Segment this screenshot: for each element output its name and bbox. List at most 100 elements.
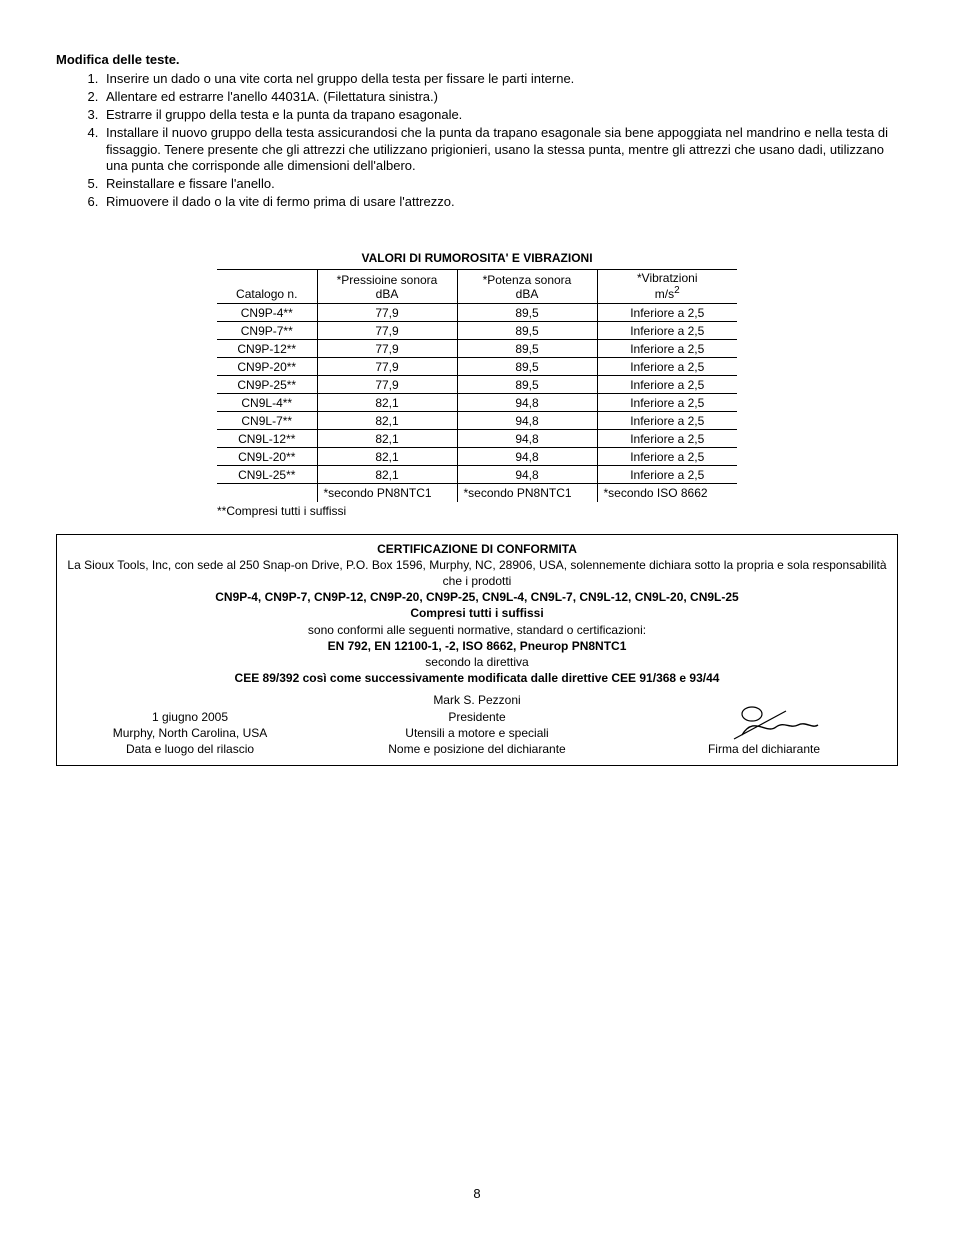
page-number: 8	[0, 1186, 954, 1201]
table-cell: CN9P-7**	[217, 322, 317, 340]
footer-cell	[217, 484, 317, 502]
table-cell: Inferiore a 2,5	[597, 322, 737, 340]
table-cell: 77,9	[317, 376, 457, 394]
table-cell: Inferiore a 2,5	[597, 466, 737, 484]
table-row: CN9P-20**77,989,5Inferiore a 2,5	[217, 358, 737, 376]
signature-label: Firma del dichiarante	[641, 741, 887, 757]
table-cell: CN9L-7**	[217, 412, 317, 430]
table-cell: 77,9	[317, 304, 457, 322]
table-cell: CN9P-12**	[217, 340, 317, 358]
declarant-name: Mark S. Pezzoni	[313, 692, 641, 708]
table-cell: 89,5	[457, 376, 597, 394]
table-cell: 94,8	[457, 394, 597, 412]
table-cell: 77,9	[317, 358, 457, 376]
table-cell: Inferiore a 2,5	[597, 448, 737, 466]
table-row: CN9L-7**82,194,8Inferiore a 2,5	[217, 412, 737, 430]
table-cell: 89,5	[457, 358, 597, 376]
table-cell: 89,5	[457, 304, 597, 322]
cert-standards: EN 792, EN 12100-1, -2, ISO 8662, Pneuro…	[67, 638, 887, 654]
footer-cell: *secondo PN8NTC1	[457, 484, 597, 502]
table-suffix-note: **Compresi tutti i suffissi	[217, 504, 737, 518]
sig-date: 1 giugno 2005	[67, 709, 313, 725]
col-header-line2: Catalogo n.	[236, 287, 297, 301]
table-cell: Inferiore a 2,5	[597, 394, 737, 412]
sig-date-label: Data e luogo del rilascio	[67, 741, 313, 757]
table-cell: CN9L-20**	[217, 448, 317, 466]
declarant-title: Presidente	[313, 709, 641, 725]
table-cell: CN9P-25**	[217, 376, 317, 394]
signature-icon	[694, 705, 834, 745]
list-item: Reinstallare e fissare l'anello.	[102, 176, 898, 193]
cert-directive: CEE 89/392 così come successivamente mod…	[67, 670, 887, 686]
table-cell: 89,5	[457, 340, 597, 358]
list-item: Installare il nuovo gruppo della testa a…	[102, 125, 898, 176]
table-cell: 82,1	[317, 394, 457, 412]
table-cell: CN9L-12**	[217, 430, 317, 448]
col-header-line1: *Pressioine sonora	[337, 273, 438, 287]
footer-cell: *secondo PN8NTC1	[317, 484, 457, 502]
col-header-sup: 2	[674, 285, 680, 296]
col-header-line2: dBA	[516, 287, 539, 301]
table-row: CN9L-12**82,194,8Inferiore a 2,5	[217, 430, 737, 448]
table-cell: Inferiore a 2,5	[597, 412, 737, 430]
col-header-power: *Potenza sonora dBA	[457, 270, 597, 304]
table-cell: Inferiore a 2,5	[597, 340, 737, 358]
table-cell: 94,8	[457, 412, 597, 430]
noise-vibration-table: Catalogo n. *Pressioine sonora dBA *Pote…	[217, 269, 737, 502]
table-cell: 77,9	[317, 340, 457, 358]
col-header-line2: m/s	[655, 287, 674, 301]
table-cell: 94,8	[457, 448, 597, 466]
table-cell: 89,5	[457, 322, 597, 340]
table-row: CN9L-4**82,194,8Inferiore a 2,5	[217, 394, 737, 412]
table-cell: CN9P-4**	[217, 304, 317, 322]
signature-date-place: 1 giugno 2005 Murphy, North Carolina, US…	[67, 709, 313, 758]
footer-cell: *secondo ISO 8662	[597, 484, 737, 502]
table-cell: Inferiore a 2,5	[597, 358, 737, 376]
table-cell: 82,1	[317, 412, 457, 430]
table-cell: 94,8	[457, 430, 597, 448]
signature-declarant: Mark S. Pezzoni Presidente Utensili a mo…	[313, 692, 641, 757]
declarant-role: Utensili a motore e speciali	[313, 725, 641, 741]
table-cell: CN9L-4**	[217, 394, 317, 412]
col-header-line1: *Potenza sonora	[483, 273, 572, 287]
table-row: CN9P-25**77,989,5Inferiore a 2,5	[217, 376, 737, 394]
table-cell: 77,9	[317, 322, 457, 340]
table-cell: CN9P-20**	[217, 358, 317, 376]
cert-products: CN9P-4, CN9P-7, CN9P-12, CN9P-20, CN9P-2…	[67, 589, 887, 605]
table-row: CN9P-7**77,989,5Inferiore a 2,5	[217, 322, 737, 340]
table-cell: 94,8	[457, 466, 597, 484]
list-item: Inserire un dado o una vite corta nel gr…	[102, 71, 898, 88]
col-header-line1: *Vibratzioni	[637, 271, 697, 285]
section-heading: Modifica delle teste.	[56, 52, 898, 67]
table-row: CN9L-20**82,194,8Inferiore a 2,5	[217, 448, 737, 466]
noise-vibration-table-wrapper: Catalogo n. *Pressioine sonora dBA *Pote…	[217, 269, 737, 518]
table-row: CN9L-25**82,194,8Inferiore a 2,5	[217, 466, 737, 484]
instructions-list: Inserire un dado o una vite corta nel gr…	[56, 71, 898, 211]
table-cell: 82,1	[317, 466, 457, 484]
col-header-catalog: Catalogo n.	[217, 270, 317, 304]
list-item: Estrarre il gruppo della testa e la punt…	[102, 107, 898, 124]
declarant-label: Nome e posizione del dichiarante	[313, 741, 641, 757]
table-cell: Inferiore a 2,5	[597, 376, 737, 394]
table-header-row: Catalogo n. *Pressioine sonora dBA *Pote…	[217, 270, 737, 304]
col-header-line2: dBA	[376, 287, 399, 301]
signature-row: 1 giugno 2005 Murphy, North Carolina, US…	[67, 692, 887, 757]
table-body: CN9P-4**77,989,5Inferiore a 2,5CN9P-7**7…	[217, 304, 737, 484]
list-item: Allentare ed estrarre l'anello 44031A. (…	[102, 89, 898, 106]
table-cell: Inferiore a 2,5	[597, 304, 737, 322]
col-header-vibration: *Vibratzioni m/s2	[597, 270, 737, 304]
sig-place: Murphy, North Carolina, USA	[67, 725, 313, 741]
cert-directive-intro: secondo la direttiva	[67, 654, 887, 670]
table-cell: 82,1	[317, 430, 457, 448]
table-cell: 82,1	[317, 448, 457, 466]
table-cell: Inferiore a 2,5	[597, 430, 737, 448]
table-row: CN9P-4**77,989,5Inferiore a 2,5	[217, 304, 737, 322]
signature-graphic-col: Firma del dichiarante	[641, 705, 887, 757]
table-row: CN9P-12**77,989,5Inferiore a 2,5	[217, 340, 737, 358]
certification-box: CERTIFICAZIONE DI CONFORMITA La Sioux To…	[56, 534, 898, 766]
table-footer-row: *secondo PN8NTC1 *secondo PN8NTC1 *secon…	[217, 484, 737, 502]
cert-conformity: sono conformi alle seguenti normative, s…	[67, 622, 887, 638]
cert-suffix-line: Compresi tutti i suffissi	[67, 605, 887, 621]
table-title: VALORI DI RUMOROSITA' E VIBRAZIONI	[56, 251, 898, 265]
table-cell: CN9L-25**	[217, 466, 317, 484]
